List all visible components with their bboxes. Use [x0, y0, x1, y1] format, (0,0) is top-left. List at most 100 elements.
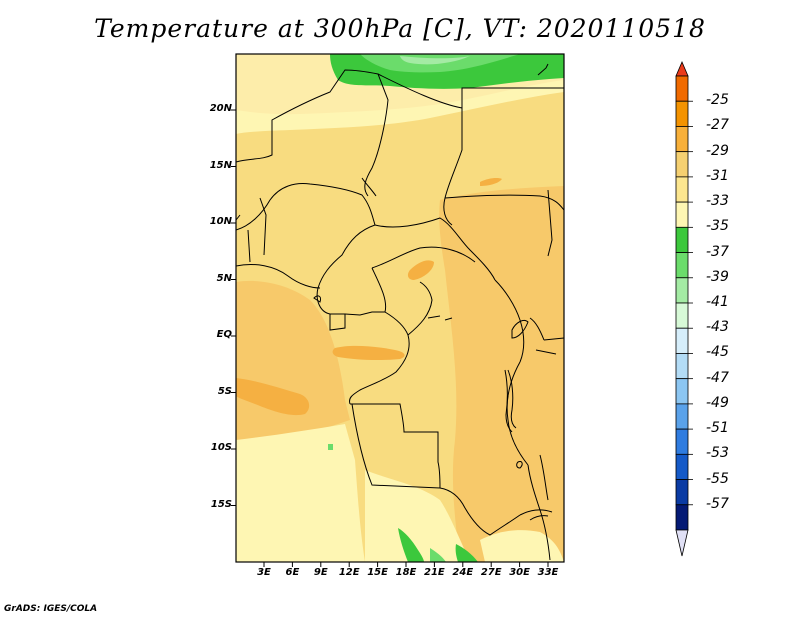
field-warm-east: [439, 186, 564, 562]
colorbar-swatch: [675, 226, 689, 253]
latitude-label: 10S: [210, 442, 232, 453]
colorbar-swatch: [675, 327, 689, 354]
colorbar-swatch: [675, 176, 689, 203]
longitude-label: 12E: [338, 567, 360, 578]
colorbar-label: -49: [706, 394, 729, 411]
lakes-coast: [313, 63, 549, 521]
field-pale-southeast: [480, 530, 564, 562]
lake-outline: [537, 63, 549, 76]
longitude-label: 33E: [537, 567, 559, 578]
longitude-label: 18E: [395, 567, 417, 578]
longitude-label: 21E: [424, 567, 445, 578]
colorbar-swatch: [675, 504, 689, 531]
latitude-label: 10N: [209, 216, 232, 227]
colorbar-label: -39: [706, 268, 729, 285]
colorbar-swatch: [675, 403, 689, 430]
latitude-label: 5N: [216, 272, 232, 284]
colorbar-swatch: [675, 277, 689, 304]
temperature-field: [236, 54, 564, 562]
border-line: [439, 487, 521, 536]
border-line: [506, 361, 529, 466]
colorbar-swatch: [675, 100, 689, 127]
border-line: [344, 267, 387, 316]
field-green-south-2: [455, 544, 478, 562]
colorbar-top-arrow: [675, 60, 689, 77]
latitude-label: 15N: [209, 159, 232, 171]
colorbar-label: -43: [706, 319, 729, 336]
colorbar-label: -41: [706, 294, 729, 310]
border-line: [350, 403, 441, 489]
longitude-label: 24E: [452, 567, 474, 578]
lake-outline: [511, 319, 529, 339]
field-warmer-car: [407, 260, 434, 280]
field-lightgreen-south: [430, 548, 446, 562]
colorbar-label: -57: [706, 495, 729, 512]
latitude-label: 20N: [209, 103, 232, 114]
border-line: [236, 183, 376, 231]
border-line: [519, 509, 553, 516]
border-line: [444, 194, 564, 211]
colorbar-swatch: [675, 252, 689, 279]
lake-outline: [313, 295, 321, 303]
colorbar-swatch: [675, 302, 689, 329]
colorbar-swatch: [675, 201, 689, 228]
colorbar-label: -37: [706, 243, 729, 260]
border-line: [547, 189, 553, 257]
latitude-label: 15S: [210, 498, 232, 510]
latitude-label: 5S: [217, 385, 232, 397]
colorbar-swatch: [675, 378, 689, 405]
border-line: [236, 263, 321, 289]
colorbar-swatch: [675, 353, 689, 380]
colorbar-label: -29: [706, 142, 729, 159]
field-palegreen-top: [400, 56, 470, 65]
longitude-label: 30E: [509, 567, 530, 578]
colorbar-label: -47: [706, 369, 729, 386]
border-line: [374, 217, 496, 281]
border-line: [407, 281, 433, 336]
lake-outline: [361, 177, 377, 197]
colorbar-swatch: [675, 428, 689, 455]
field-warmer-southwest: [236, 378, 310, 416]
field-warmer-center: [332, 345, 405, 361]
field-green-speck: [328, 444, 333, 450]
colorbar-label: -53: [706, 445, 729, 462]
colorbar-swatch: [675, 151, 689, 178]
border-line: [236, 197, 267, 263]
colorbar-label: -25: [706, 92, 729, 109]
border-line: [329, 313, 346, 331]
border-line: [529, 317, 564, 355]
longitude-label: 6E: [285, 567, 300, 578]
colorbar-label: -35: [706, 218, 729, 235]
border-line: [236, 69, 389, 197]
colorbar-swatch: [675, 126, 689, 153]
longitude-label: 9E: [313, 567, 328, 578]
colorbar-label: -27: [706, 117, 729, 134]
grads-credit: GrADS: IGES/COLA: [4, 604, 98, 614]
colorbar-label: -55: [706, 470, 729, 487]
border-line: [316, 224, 376, 315]
lake-outline: [529, 515, 549, 521]
longitude-label: 15E: [367, 567, 388, 578]
border-line: [371, 246, 476, 269]
field-green-south: [398, 528, 424, 562]
chart-title: Temperature at 300hPa [C], VT: 202011051…: [94, 14, 706, 43]
longitude-label: 3E: [257, 567, 271, 578]
border-line: [351, 403, 441, 489]
field-pale-southwest: [236, 424, 365, 562]
colorbar: [675, 60, 693, 557]
lake-outline: [507, 369, 517, 429]
lake-outline: [516, 461, 523, 469]
lake-outline: [504, 369, 513, 433]
colorbar-swatch: [675, 75, 689, 102]
axis-ticks: [231, 109, 549, 567]
field-warmer-sudan: [480, 178, 502, 186]
country-borders: [236, 69, 564, 561]
longitude-label: 27E: [480, 567, 502, 578]
lake-outline: [539, 454, 549, 501]
colorbar-swatch: [675, 453, 689, 480]
border-line: [349, 311, 410, 405]
colorbar-swatch: [675, 479, 689, 506]
lake-outline: [427, 315, 453, 321]
colorbar-label: -51: [706, 420, 729, 437]
